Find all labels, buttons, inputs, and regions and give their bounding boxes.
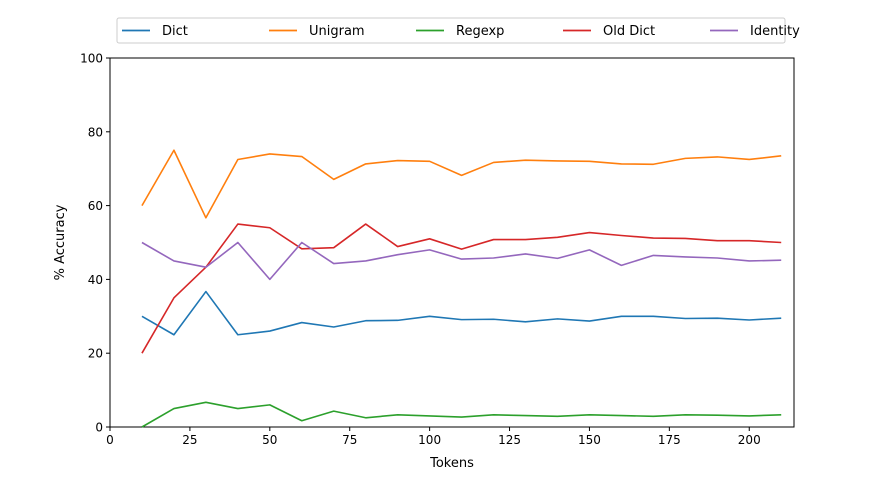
legend: Dict Unigram Regexp Old Dict Identity — [116, 17, 800, 44]
x-axis: 0 25 50 75 100 125 150 175 200 — [106, 427, 761, 447]
legend-label: Old Dict — [603, 24, 655, 39]
y-tick-label: 80 — [88, 125, 103, 139]
legend-label: Unigram — [309, 24, 365, 39]
x-tick-label: 0 — [106, 433, 114, 447]
series-lines — [141, 149, 782, 428]
legend-label: Regexp — [456, 24, 504, 39]
y-tick-label: 40 — [88, 273, 103, 287]
y-axis: 0 20 40 60 80 100 — [80, 52, 110, 435]
x-axis-label: Tokens — [429, 456, 474, 471]
series-line-dict — [141, 290, 782, 336]
legend-label: Dict — [162, 24, 188, 39]
x-tick-label: 150 — [578, 433, 601, 447]
x-tick-label: 125 — [498, 433, 521, 447]
series-line-old-dict — [141, 223, 782, 354]
plot-frame — [109, 57, 795, 428]
series-line-identity — [141, 241, 782, 281]
x-tick-label: 50 — [262, 433, 277, 447]
y-axis-label: % Accuracy — [53, 204, 68, 280]
x-tick-label: 75 — [342, 433, 357, 447]
x-tick-label: 175 — [658, 433, 681, 447]
y-tick-label: 20 — [88, 347, 103, 361]
legend-label: Identity — [750, 24, 800, 39]
y-tick-label: 60 — [88, 199, 103, 213]
x-tick-label: 25 — [182, 433, 197, 447]
series-line-regexp — [141, 401, 782, 428]
y-tick-label: 0 — [95, 421, 103, 435]
series-line-unigram — [141, 149, 782, 219]
y-tick-label: 100 — [80, 52, 103, 66]
x-tick-label: 200 — [738, 433, 761, 447]
legend-frame — [116, 17, 786, 44]
x-tick-label: 100 — [418, 433, 441, 447]
